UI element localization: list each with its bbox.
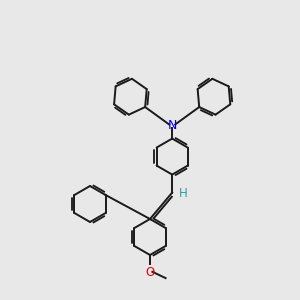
Text: N: N xyxy=(167,119,177,133)
Text: H: H xyxy=(179,187,188,200)
Text: O: O xyxy=(146,266,154,279)
